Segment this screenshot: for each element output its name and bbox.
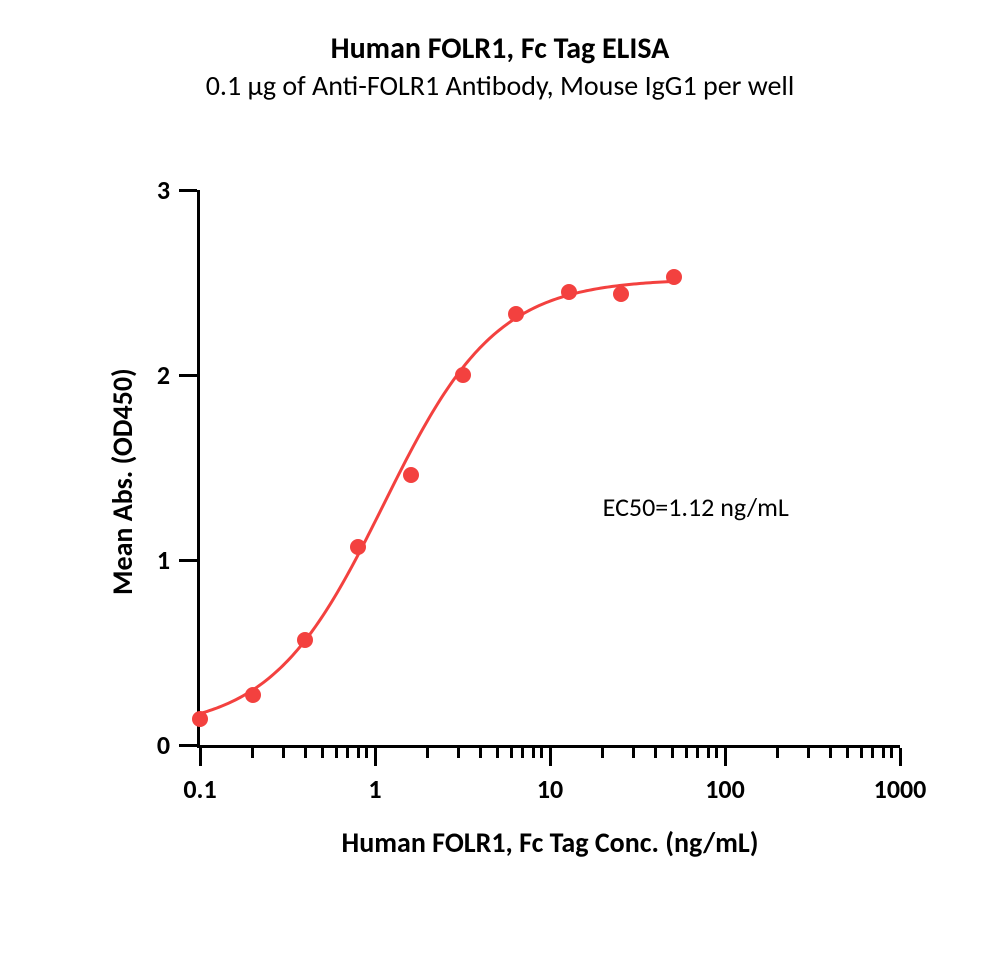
x-minor-tick bbox=[251, 748, 254, 758]
x-tick bbox=[549, 748, 552, 766]
x-minor-tick bbox=[365, 748, 368, 758]
x-minor-tick bbox=[521, 748, 524, 758]
x-tick-label: 10 bbox=[537, 773, 563, 805]
x-minor-tick bbox=[282, 748, 285, 758]
y-tick bbox=[179, 189, 197, 192]
x-minor-tick bbox=[540, 748, 543, 758]
x-minor-tick bbox=[860, 748, 863, 758]
chart-title: Human FOLR1, Fc Tag ELISA bbox=[0, 30, 1000, 67]
x-minor-tick bbox=[696, 748, 699, 758]
data-point bbox=[455, 367, 471, 383]
data-point bbox=[561, 284, 577, 300]
y-axis-line bbox=[197, 190, 200, 748]
x-minor-tick bbox=[532, 748, 535, 758]
data-point bbox=[245, 687, 261, 703]
data-point bbox=[508, 306, 524, 322]
x-minor-tick bbox=[685, 748, 688, 758]
y-tick bbox=[179, 744, 197, 747]
y-tick-label: 0 bbox=[157, 729, 170, 761]
x-axis-title: Human FOLR1, Fc Tag Conc. (ng/mL) bbox=[200, 825, 900, 860]
y-tick-label: 1 bbox=[157, 544, 170, 576]
x-minor-tick bbox=[654, 748, 657, 758]
x-minor-tick bbox=[479, 748, 482, 758]
x-minor-tick bbox=[346, 748, 349, 758]
x-tick bbox=[374, 748, 377, 766]
x-tick-label: 1000 bbox=[874, 773, 927, 805]
x-minor-tick bbox=[890, 748, 893, 758]
y-tick-label: 2 bbox=[157, 359, 170, 391]
x-minor-tick bbox=[321, 748, 324, 758]
x-minor-tick bbox=[510, 748, 513, 758]
data-point bbox=[666, 269, 682, 285]
x-tick bbox=[724, 748, 727, 766]
x-minor-tick bbox=[671, 748, 674, 758]
data-point bbox=[613, 286, 629, 302]
x-minor-tick bbox=[496, 748, 499, 758]
x-minor-tick bbox=[457, 748, 460, 758]
x-tick-label: 100 bbox=[705, 773, 745, 805]
plot-area: 01230.11101001000 bbox=[200, 190, 900, 745]
x-tick-label: 0.1 bbox=[183, 773, 216, 805]
x-minor-tick bbox=[846, 748, 849, 758]
x-minor-tick bbox=[601, 748, 604, 758]
x-tick-label: 1 bbox=[368, 773, 381, 805]
fit-curve bbox=[200, 190, 900, 745]
y-tick-label: 3 bbox=[157, 174, 170, 206]
y-axis-title: Mean Abs. (OD450) bbox=[105, 368, 140, 595]
x-minor-tick bbox=[357, 748, 360, 758]
y-tick bbox=[179, 559, 197, 562]
x-minor-tick bbox=[632, 748, 635, 758]
x-minor-tick bbox=[304, 748, 307, 758]
x-minor-tick bbox=[426, 748, 429, 758]
x-minor-tick bbox=[715, 748, 718, 758]
x-minor-tick bbox=[776, 748, 779, 758]
x-minor-tick bbox=[871, 748, 874, 758]
x-tick bbox=[899, 748, 902, 766]
data-point bbox=[192, 711, 208, 727]
x-minor-tick bbox=[829, 748, 832, 758]
data-point bbox=[403, 467, 419, 483]
x-minor-tick bbox=[707, 748, 710, 758]
x-minor-tick bbox=[807, 748, 810, 758]
y-tick bbox=[179, 374, 197, 377]
data-point bbox=[297, 632, 313, 648]
chart-container: Human FOLR1, Fc Tag ELISA 0.1 μg of Anti… bbox=[0, 0, 1000, 961]
data-point bbox=[350, 539, 366, 555]
x-tick bbox=[199, 748, 202, 766]
chart-subtitle: 0.1 μg of Anti-FOLR1 Antibody, Mouse IgG… bbox=[0, 68, 1000, 103]
x-minor-tick bbox=[882, 748, 885, 758]
x-minor-tick bbox=[335, 748, 338, 758]
ec50-annotation: EC50=1.12 ng/mL bbox=[603, 491, 789, 523]
